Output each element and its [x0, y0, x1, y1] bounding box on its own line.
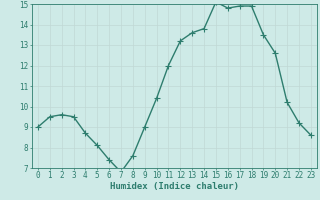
X-axis label: Humidex (Indice chaleur): Humidex (Indice chaleur): [110, 182, 239, 191]
